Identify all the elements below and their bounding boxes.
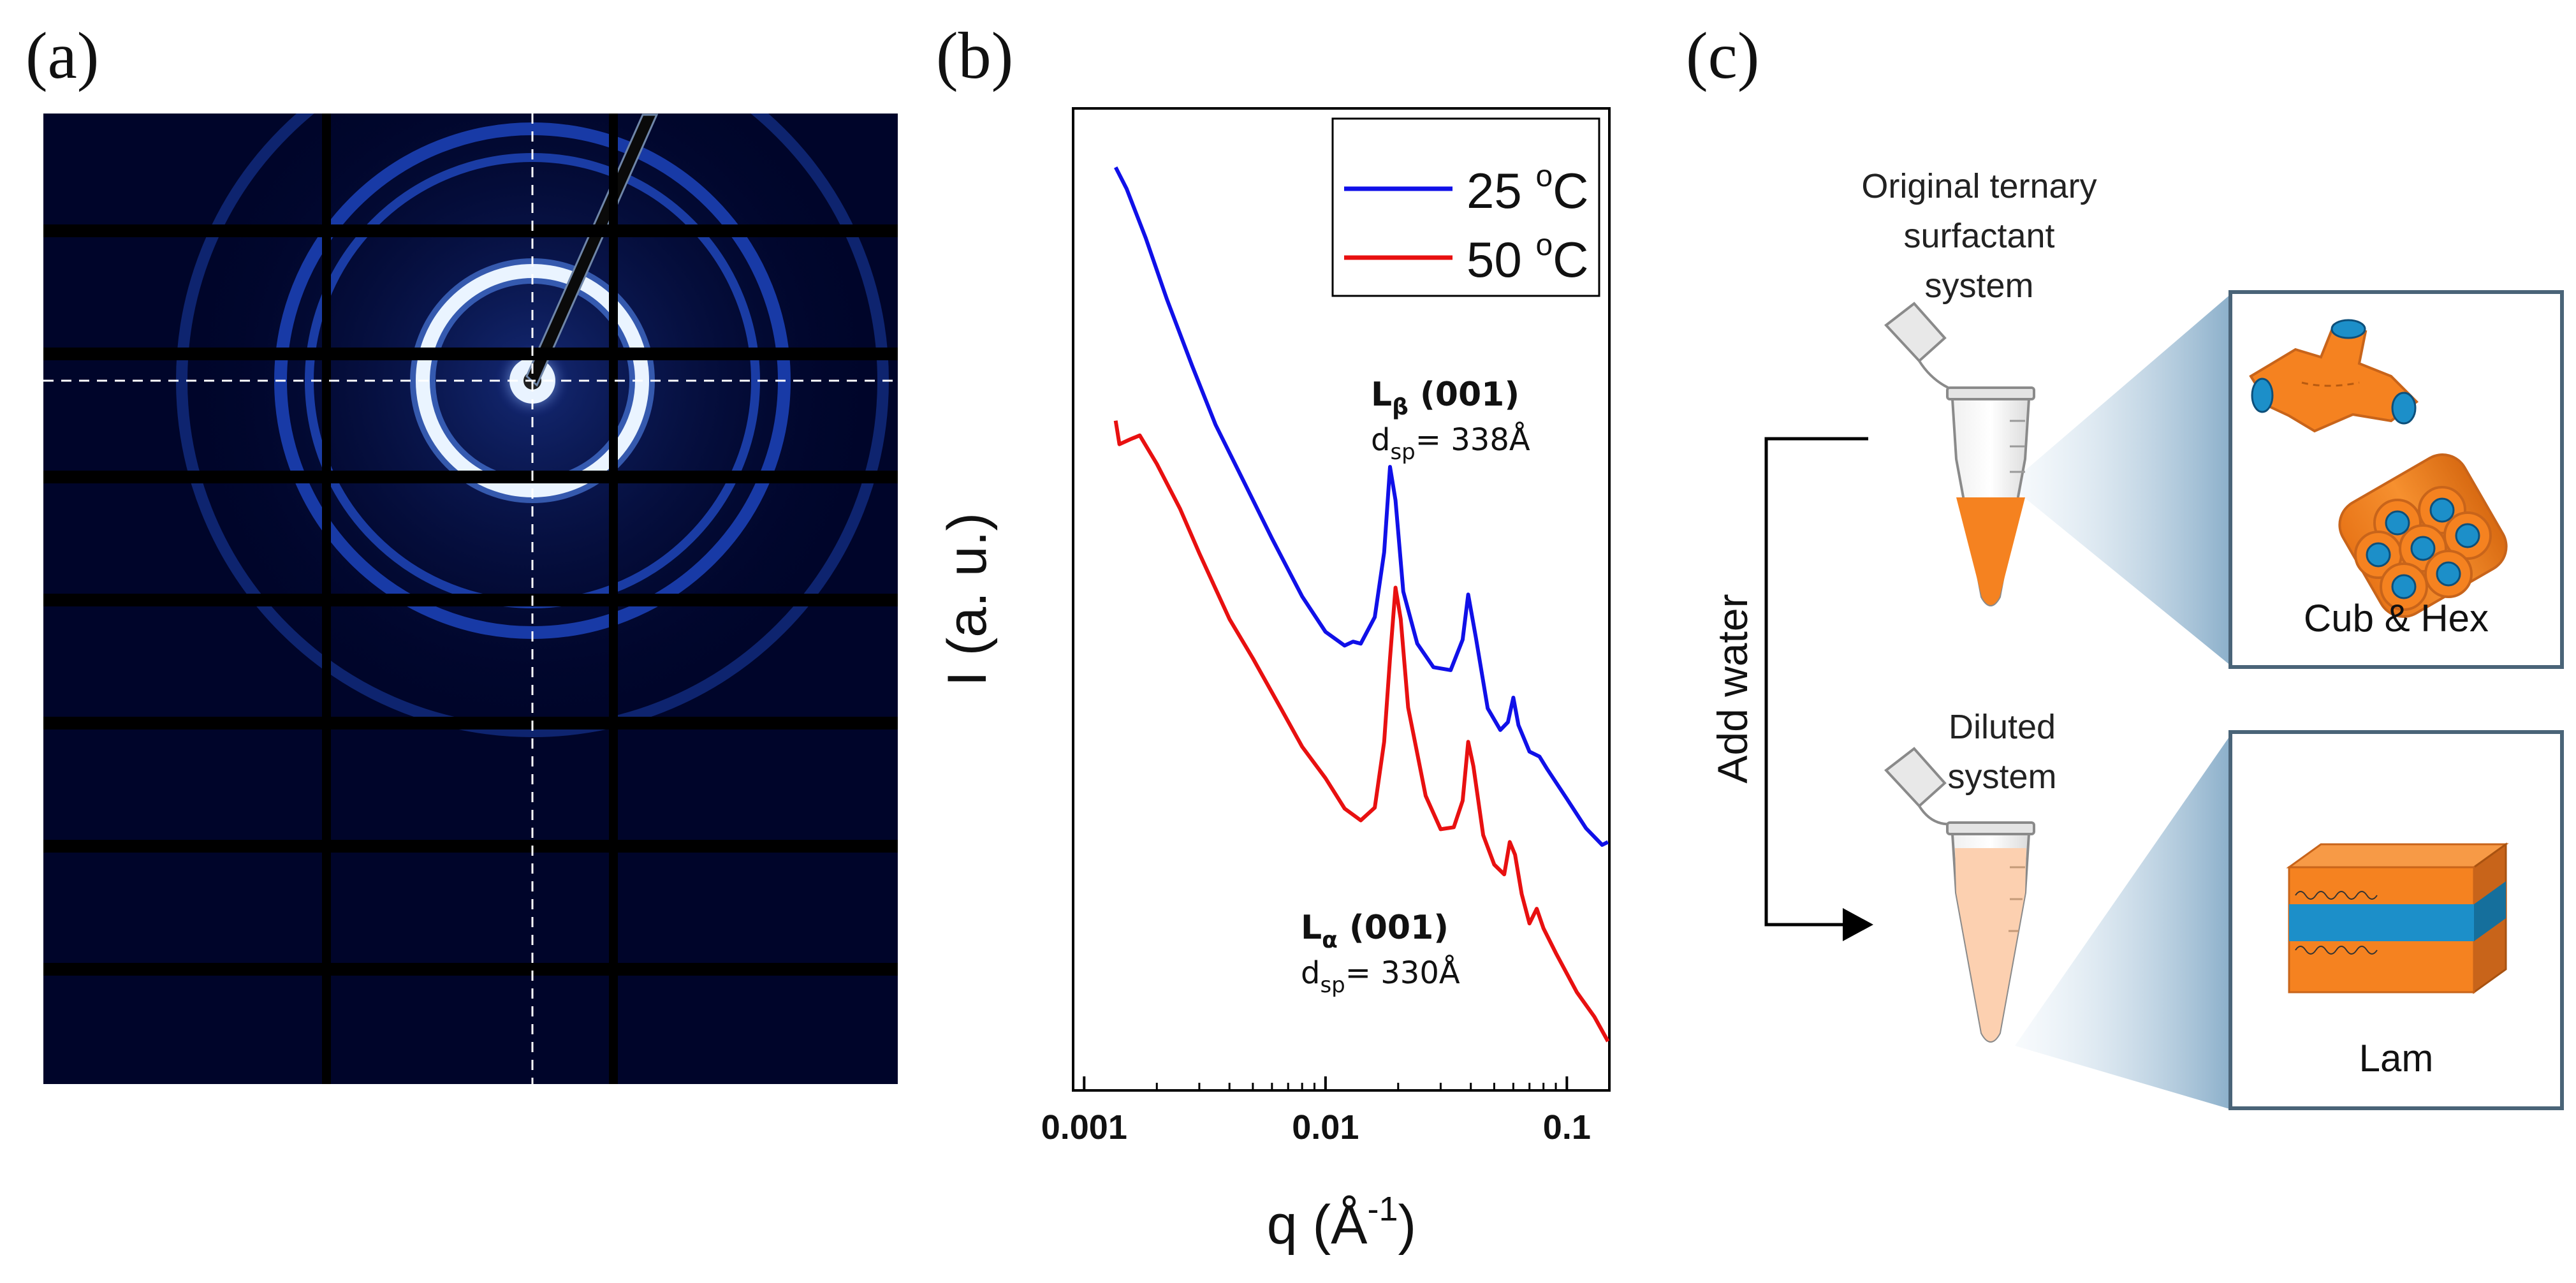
top-system-label-line3: system — [1924, 267, 2033, 305]
plot-frame — [1072, 107, 1611, 1092]
bottom-system-label-line2: system — [1947, 758, 2056, 796]
bottom-system-label-line1: Diluted — [1949, 708, 2056, 746]
annotation-lalpha-title: Lα (001) — [1301, 909, 1449, 953]
x-tick-label: 0.1 — [1543, 1108, 1591, 1147]
panel-label-c: (c) — [1686, 19, 1760, 92]
add-water-arrow — [1764, 437, 1873, 941]
x-tick-label: 0.01 — [1292, 1108, 1359, 1147]
cub-hex-label: Cub & Hex — [2304, 597, 2489, 640]
lam-label: Lam — [2359, 1037, 2434, 1080]
lamellar-stack-icon — [2286, 842, 2509, 994]
beamstop-arm — [525, 114, 659, 387]
legend-label-25: 25 oC — [1467, 159, 1588, 219]
series-line-1 — [1113, 420, 1610, 1043]
panel-label-b: (b) — [936, 19, 1014, 92]
tube-bottom — [1884, 747, 2035, 1043]
annotation-lalpha-dsp: dsp= 330Å — [1301, 955, 1460, 998]
zoom-wedge-top — [2009, 293, 2232, 666]
hexagonal-cylinders-icon — [2338, 453, 2508, 618]
schematic: Original ternary surfactant system Dilut… — [1709, 167, 2564, 1110]
top-system-label-line2: surfactant — [1903, 217, 2054, 255]
zoom-wedge-bottom — [2015, 733, 2232, 1110]
tube-top — [1884, 302, 2035, 606]
series-layer — [1113, 166, 1610, 1043]
x-axis-ticks: 0.001 0.01 0.1 — [1041, 1076, 1591, 1147]
y-axis-label: I (a. u.) — [937, 513, 998, 686]
detector-image — [43, 114, 898, 1084]
panel-label-a: (a) — [26, 19, 99, 92]
top-system-label-line1: Original ternary — [1861, 167, 2097, 205]
legend-label-50: 50 oC — [1467, 228, 1588, 288]
series-line-0 — [1114, 166, 1609, 847]
legend: 25 oC 50 oC — [1331, 117, 1600, 297]
legend-box — [1331, 117, 1600, 297]
x-tick-label: 0.001 — [1041, 1108, 1127, 1147]
annotation-lbeta-dsp: dsp= 338Å — [1371, 422, 1530, 465]
detector-gaps — [43, 114, 898, 1084]
saxs-chart: 0.001 0.01 0.1 25 oC 50 oC Lβ (001) dsp= 3… — [937, 107, 1611, 1256]
cubic-junction-icon — [2249, 319, 2419, 433]
x-axis-label: q (Å-1) — [1267, 1190, 1416, 1256]
add-water-label: Add water — [1709, 594, 1756, 783]
annotation-lbeta-title: Lβ (001) — [1371, 376, 1519, 420]
